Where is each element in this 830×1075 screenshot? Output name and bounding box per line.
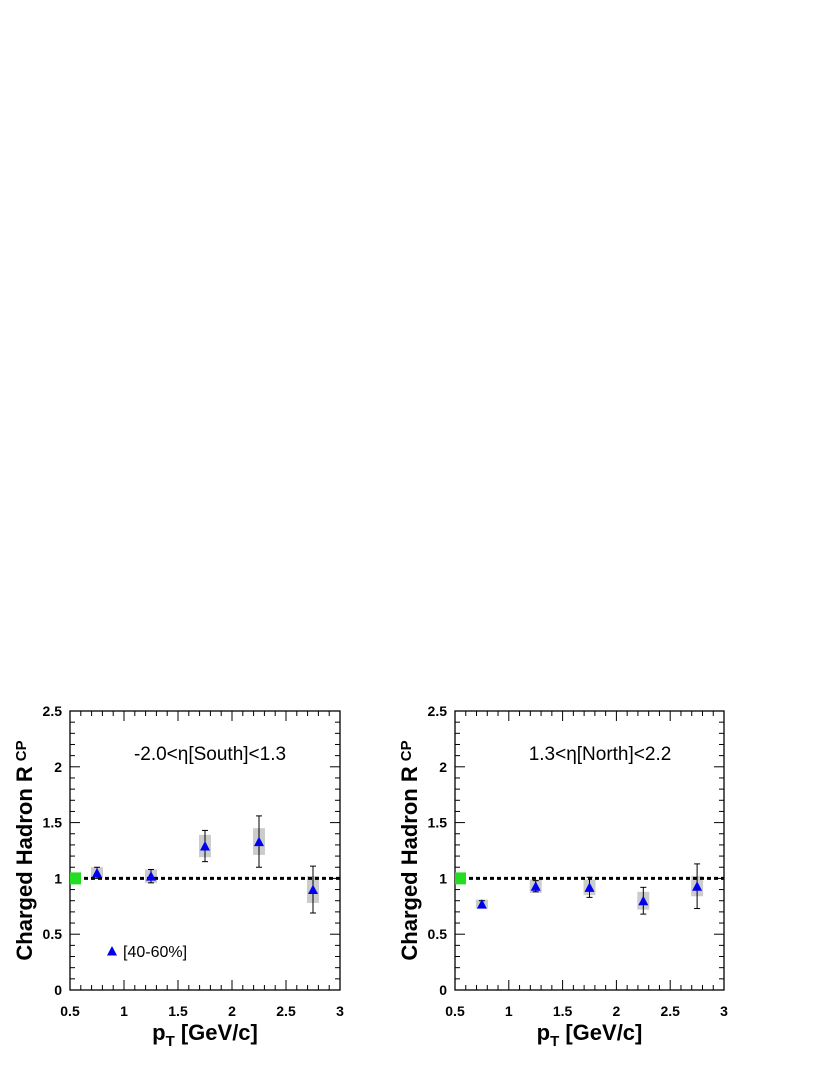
chart-panel-1: 0.5 1 1.5 2 2.5 3 0 0.5 1 1.5 2 2.5 pT [GeV/c] Charge… — [12, 703, 344, 1050]
y-tick-label: 2 — [54, 759, 62, 775]
y-tick-label: 1 — [54, 870, 62, 886]
data-point-triangle — [584, 882, 595, 892]
eta-range-annotation: -2.0<η[South]<1.3 — [134, 744, 286, 765]
plot-frame — [454, 710, 725, 991]
x-axis-title-main: p — [537, 1020, 550, 1045]
x-axis-title-sub: T — [550, 1033, 559, 1050]
x-axis-title: pT [GeV/c] — [537, 1020, 643, 1050]
y-tick-label: 0.5 — [43, 926, 63, 942]
x-axis-title-rest: [GeV/c] — [559, 1020, 642, 1045]
eta-range-annotation: 1.3<η[North]<2.2 — [529, 744, 672, 765]
data-point-triangle — [530, 881, 541, 891]
y-axis-title-sub: CP — [13, 740, 30, 761]
x-tick-label: 0.5 — [60, 1003, 80, 1019]
y-tick-label: 2.5 — [428, 703, 448, 719]
legend-label: [40-60%] — [123, 944, 187, 961]
y-axis-title-main: Charged Hadron R — [12, 766, 37, 960]
x-axis-title: pT [GeV/c] — [152, 1020, 258, 1050]
normalization-box — [455, 872, 466, 885]
data-point-triangle — [476, 899, 487, 909]
y-axis-title: Charged Hadron R CP — [397, 740, 422, 960]
x-tick-label: 2.5 — [276, 1003, 296, 1019]
data-point-triangle — [146, 871, 156, 881]
legend-marker-triangle — [107, 945, 117, 956]
x-tick-label: 3 — [720, 1003, 728, 1019]
x-tick-label: 2.5 — [660, 1003, 680, 1019]
y-tick-label: 1 — [439, 870, 447, 886]
plot-frame — [69, 710, 341, 991]
y-tick-label: 0 — [54, 982, 62, 998]
y-tick-label: 0.5 — [428, 926, 448, 942]
x-tick-label: 2 — [613, 1003, 621, 1019]
x-tick-label: 1.5 — [553, 1003, 573, 1019]
x-tick-label: 3 — [336, 1003, 344, 1019]
y-tick-label: 1.5 — [43, 815, 63, 831]
data-point-triangle — [692, 881, 703, 891]
x-tick-label: 2 — [228, 1003, 236, 1019]
data-point-triangle — [200, 841, 210, 851]
y-axis-title: Charged Hadron R CP — [12, 740, 37, 960]
x-tick-label: 1.5 — [168, 1003, 188, 1019]
data-point-triangle — [308, 884, 318, 895]
y-tick-label: 2 — [439, 759, 447, 775]
x-axis-title-rest: [GeV/c] — [175, 1020, 258, 1045]
y-axis-title-sub: CP — [398, 740, 415, 761]
y-axis-title-main: Charged Hadron R — [397, 766, 422, 960]
x-axis-title-sub: T — [166, 1033, 175, 1050]
x-tick-label: 1 — [120, 1003, 128, 1019]
chart-panel-2: 0.5 1 1.5 2 2.5 3 0 0.5 1 1.5 2 2.5 pT [GeV/c] Charge… — [397, 703, 728, 1050]
x-axis-title-main: p — [152, 1020, 165, 1045]
data-point-triangle — [254, 836, 264, 847]
data-point-triangle — [92, 867, 102, 878]
x-tick-label: 1 — [505, 1003, 513, 1019]
y-tick-label: 0 — [439, 982, 447, 998]
data-point-triangle — [638, 895, 649, 906]
normalization-box — [70, 872, 81, 885]
y-tick-label: 1.5 — [428, 815, 448, 831]
y-tick-label: 2.5 — [43, 703, 63, 719]
x-tick-label: 0.5 — [445, 1003, 465, 1019]
